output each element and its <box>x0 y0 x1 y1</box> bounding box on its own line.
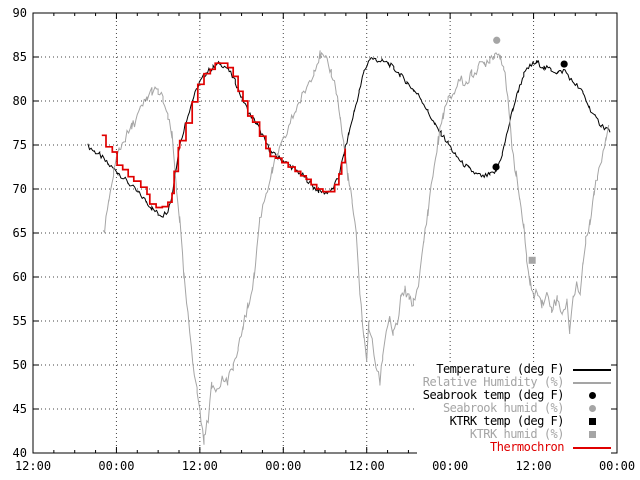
line-swatch-icon <box>573 376 611 389</box>
circle-swatch-shape <box>588 405 596 412</box>
x-tick-label: 12:00 <box>349 459 385 473</box>
y-tick-label: 90 <box>13 6 27 20</box>
legend-item-seabrook-temp: Seabrook temp (deg F) <box>423 389 611 402</box>
legend-item-ktrk-temp: KTRK temp (deg F) <box>423 415 611 428</box>
square-marker-icon <box>573 428 611 441</box>
y-tick-label: 60 <box>13 270 27 284</box>
legend: Temperature (deg F) Relative Humidity (%… <box>416 363 611 455</box>
line-swatch-shape <box>573 381 611 384</box>
square-swatch-shape <box>588 431 596 438</box>
x-tick-label: 12:00 <box>516 459 552 473</box>
square-marker-icon <box>573 415 611 428</box>
y-tick-label: 85 <box>13 50 27 64</box>
y-tick-label: 65 <box>13 226 27 240</box>
legend-label: Seabrook temp (deg F) <box>422 388 565 402</box>
y-tick-label: 40 <box>13 446 27 460</box>
line-swatch-shape <box>573 368 611 371</box>
line-swatch-icon <box>573 441 611 454</box>
marker-seabrook-temp-deg-f <box>492 163 500 171</box>
line-swatch-shape <box>573 446 611 449</box>
legend-label: KTRK humid (%) <box>469 427 565 441</box>
line-swatch-icon <box>573 363 611 376</box>
legend-label: Seabrook humid (%) <box>442 401 565 415</box>
marker-seabrook-humid <box>493 36 501 44</box>
y-tick-label: 45 <box>13 402 27 416</box>
x-tick-label: 00:00 <box>599 459 635 473</box>
y-tick-label: 50 <box>13 358 27 372</box>
marker-ktrk-humid <box>528 256 536 264</box>
y-tick-label: 55 <box>13 314 27 328</box>
x-tick-label: 12:00 <box>182 459 218 473</box>
legend-label: Thermochron <box>490 440 564 454</box>
circle-swatch-shape <box>588 392 596 399</box>
square-swatch-shape <box>588 418 596 425</box>
circle-marker-icon <box>573 389 611 402</box>
x-tick-label: 12:00 <box>15 459 51 473</box>
series-temperature-deg-f <box>87 56 611 218</box>
legend-item-temperature: Temperature (deg F) <box>423 363 611 376</box>
x-tick-label: 00:00 <box>432 459 468 473</box>
x-tick-label: 00:00 <box>265 459 301 473</box>
circle-marker-icon <box>573 402 611 415</box>
y-tick-label: 80 <box>13 94 27 108</box>
legend-label: Temperature (deg F) <box>436 362 564 376</box>
y-tick-label: 70 <box>13 182 27 196</box>
y-tick-label: 75 <box>13 138 27 152</box>
legend-label: KTRK temp (deg F) <box>449 414 565 428</box>
legend-item-relative-humidity: Relative Humidity (%) <box>423 376 611 389</box>
legend-label: Relative Humidity (%) <box>422 375 565 389</box>
legend-item-ktrk-humid: KTRK humid (%) <box>423 428 611 441</box>
series-thermochron <box>101 62 347 209</box>
legend-item-seabrook-humid: Seabrook humid (%) <box>423 402 611 415</box>
legend-item-thermochron: Thermochron <box>423 441 611 454</box>
series-relative-humidity <box>102 50 610 445</box>
x-tick-label: 00:00 <box>98 459 134 473</box>
marker-seabrook-temp-deg-f <box>560 60 568 68</box>
